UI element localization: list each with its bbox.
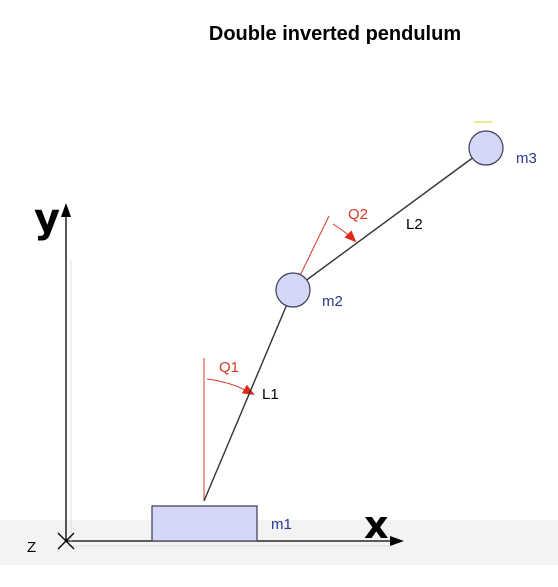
cart-mass <box>151 505 258 542</box>
upper-link <box>292 147 487 291</box>
tip-mass <box>468 130 504 166</box>
q2-angle-label: Q2 <box>348 206 368 223</box>
upper-link-label: L2 <box>406 216 423 233</box>
q2-angle-arrow <box>332 223 357 243</box>
joint-mass-label: m2 <box>322 293 343 310</box>
bottom-strip <box>0 520 558 565</box>
x-axis-label: x <box>364 503 389 547</box>
z-axis-label: Z <box>27 539 36 556</box>
y-axis-label: y <box>34 196 60 242</box>
tip-mass-label: m3 <box>516 150 537 167</box>
joint-mass <box>275 272 311 308</box>
z-axis-cross-icon <box>57 532 75 550</box>
lower-link <box>203 289 294 502</box>
cart-mass-label: m1 <box>271 516 292 533</box>
lower-link-label: L1 <box>262 386 279 403</box>
q1-angle-label: Q1 <box>219 359 239 376</box>
q1-angle-arrow <box>206 378 255 395</box>
diagram-title: Double inverted pendulum <box>209 23 461 45</box>
